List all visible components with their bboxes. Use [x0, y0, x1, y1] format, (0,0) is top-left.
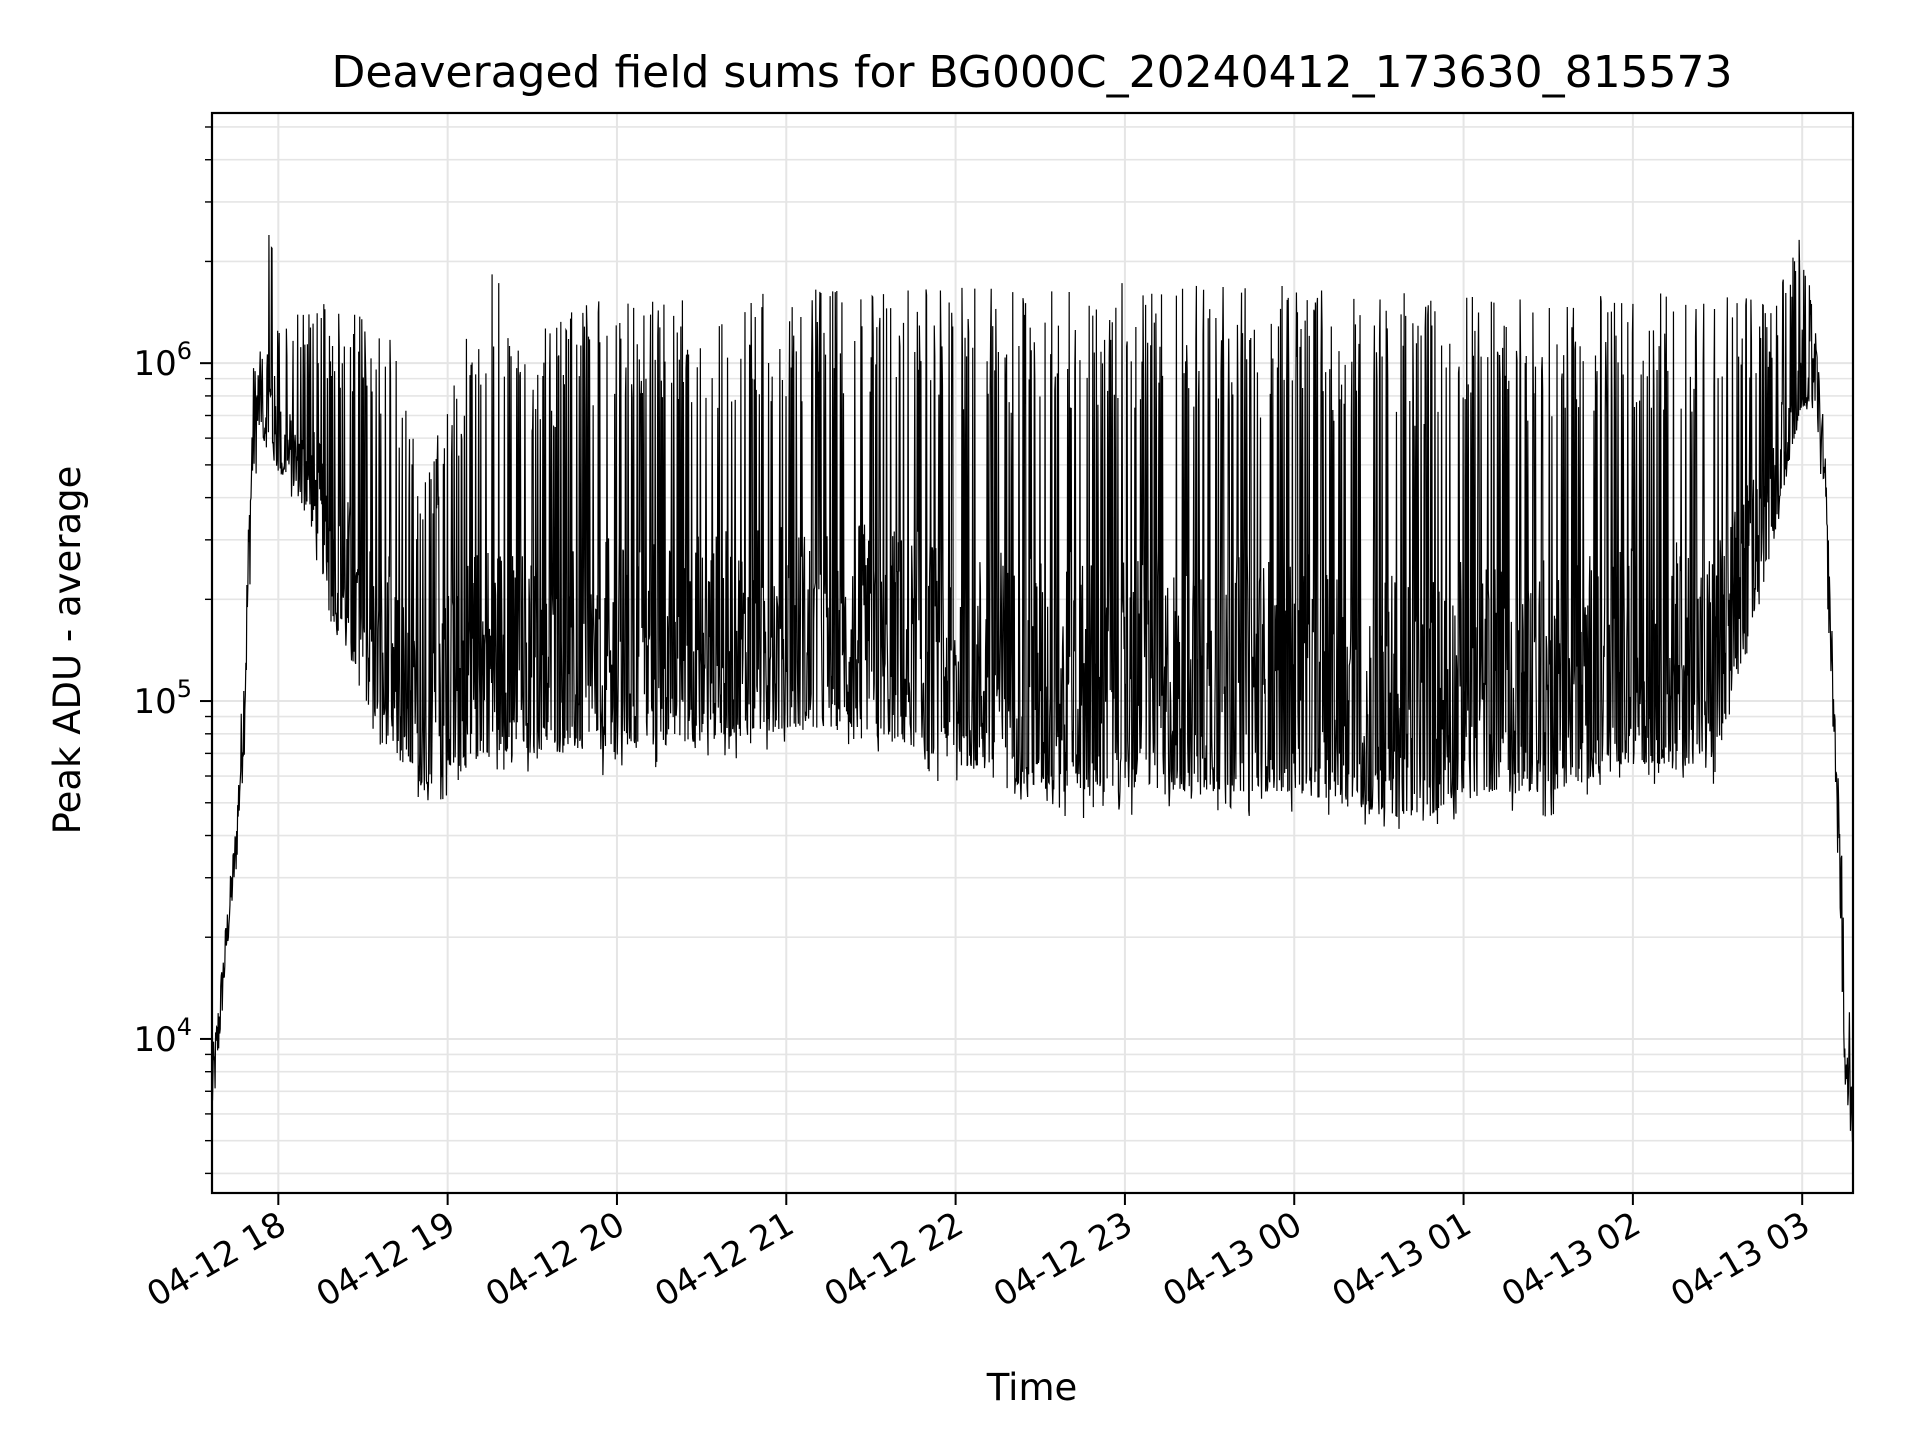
- x-tick-label: 04-12 23: [987, 1204, 1139, 1315]
- y-tick-base: 10: [133, 682, 176, 722]
- series-line: [212, 234, 1853, 1142]
- data-layer: [212, 234, 1853, 1142]
- y-tick-exponent: 6: [177, 337, 192, 365]
- y-axis-label: Peak ADU - average: [46, 466, 89, 835]
- x-tick-label: 04-13 02: [1495, 1204, 1647, 1315]
- x-tick-label: 04-12 19: [310, 1204, 462, 1315]
- y-tick-exponent: 4: [177, 1013, 192, 1041]
- x-axis-label: Time: [986, 1366, 1078, 1409]
- chart-title: Deaveraged field sums for BG000C_2024041…: [331, 47, 1732, 98]
- y-tick-label: 104: [133, 1013, 192, 1060]
- x-tick-label: 04-12 18: [140, 1204, 292, 1315]
- x-tick-label: 04-12 21: [648, 1204, 800, 1315]
- y-tick-label: 105: [133, 675, 192, 722]
- y-tick-base: 10: [133, 344, 176, 384]
- x-tick-label: 04-13 03: [1664, 1204, 1816, 1315]
- x-tick-label: 04-13 01: [1326, 1204, 1478, 1315]
- plot-frame: [210, 111, 1855, 1195]
- x-tick-label: 04-12 20: [479, 1204, 631, 1315]
- x-tick-label: 04-13 00: [1156, 1204, 1308, 1315]
- y-tick-base: 10: [133, 1020, 176, 1060]
- y-tick-exponent: 5: [177, 675, 192, 703]
- y-tick-label: 106: [133, 337, 192, 384]
- x-tick-label: 04-12 22: [818, 1204, 970, 1315]
